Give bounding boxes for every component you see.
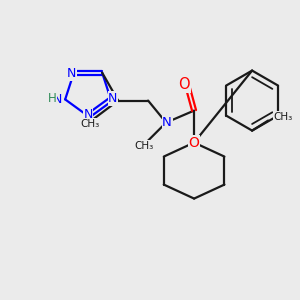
Text: CH₃: CH₃ [134,141,154,151]
Text: N: N [53,93,62,106]
Text: N: N [108,92,118,105]
Text: H: H [48,92,56,105]
Text: O: O [178,77,190,92]
Text: N: N [162,116,172,129]
Text: CH₃: CH₃ [273,112,292,122]
Text: CH₃: CH₃ [80,118,100,129]
Text: O: O [189,136,200,150]
Text: N: N [67,67,76,80]
Text: N: N [83,109,93,122]
